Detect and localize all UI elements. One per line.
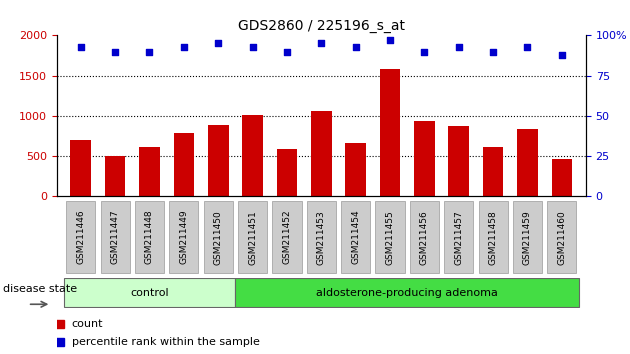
FancyBboxPatch shape bbox=[101, 201, 130, 273]
FancyBboxPatch shape bbox=[169, 201, 198, 273]
FancyBboxPatch shape bbox=[66, 201, 95, 273]
Point bbox=[76, 44, 86, 50]
Text: percentile rank within the sample: percentile rank within the sample bbox=[72, 337, 260, 348]
Text: GSM211446: GSM211446 bbox=[76, 210, 85, 264]
Text: GSM211450: GSM211450 bbox=[214, 210, 223, 264]
Bar bbox=[483, 147, 503, 196]
Text: GSM211455: GSM211455 bbox=[386, 210, 394, 264]
FancyBboxPatch shape bbox=[238, 201, 267, 273]
Text: GSM211457: GSM211457 bbox=[454, 210, 463, 264]
Bar bbox=[517, 129, 538, 196]
Point bbox=[488, 48, 498, 54]
Text: disease state: disease state bbox=[3, 284, 77, 295]
Text: GSM211454: GSM211454 bbox=[351, 210, 360, 264]
Point bbox=[420, 48, 430, 54]
Bar bbox=[345, 143, 366, 196]
FancyBboxPatch shape bbox=[547, 201, 576, 273]
Bar bbox=[173, 133, 194, 196]
Bar bbox=[449, 126, 469, 196]
Bar bbox=[208, 125, 229, 196]
Bar bbox=[551, 159, 572, 196]
FancyBboxPatch shape bbox=[375, 201, 404, 273]
Bar bbox=[71, 140, 91, 196]
Text: GSM211447: GSM211447 bbox=[111, 210, 120, 264]
Bar bbox=[105, 156, 125, 196]
Text: aldosterone-producing adenoma: aldosterone-producing adenoma bbox=[316, 288, 498, 298]
Text: control: control bbox=[130, 288, 169, 298]
Text: GSM211452: GSM211452 bbox=[282, 210, 292, 264]
Bar bbox=[311, 111, 331, 196]
Point bbox=[144, 48, 154, 54]
Point bbox=[179, 44, 189, 50]
Point bbox=[110, 48, 120, 54]
FancyBboxPatch shape bbox=[341, 201, 370, 273]
Bar bbox=[277, 149, 297, 196]
Text: GSM211453: GSM211453 bbox=[317, 210, 326, 264]
Title: GDS2860 / 225196_s_at: GDS2860 / 225196_s_at bbox=[238, 19, 405, 33]
Text: GSM211456: GSM211456 bbox=[420, 210, 429, 264]
FancyBboxPatch shape bbox=[203, 201, 233, 273]
FancyBboxPatch shape bbox=[410, 201, 439, 273]
Point bbox=[282, 48, 292, 54]
Bar bbox=[236, 279, 579, 307]
FancyBboxPatch shape bbox=[272, 201, 302, 273]
FancyBboxPatch shape bbox=[307, 201, 336, 273]
FancyBboxPatch shape bbox=[513, 201, 542, 273]
Point bbox=[454, 44, 464, 50]
Text: GSM211449: GSM211449 bbox=[180, 210, 188, 264]
FancyBboxPatch shape bbox=[479, 201, 508, 273]
FancyBboxPatch shape bbox=[135, 201, 164, 273]
Point bbox=[351, 44, 361, 50]
Bar bbox=[243, 115, 263, 196]
Bar bbox=[414, 121, 435, 196]
Bar bbox=[139, 147, 160, 196]
Text: GSM211460: GSM211460 bbox=[558, 210, 566, 264]
Point bbox=[213, 41, 223, 46]
Point bbox=[557, 52, 567, 58]
Text: GSM211448: GSM211448 bbox=[145, 210, 154, 264]
Point bbox=[248, 44, 258, 50]
Point bbox=[385, 38, 395, 43]
Point bbox=[316, 41, 326, 46]
Text: GSM211459: GSM211459 bbox=[523, 210, 532, 264]
Bar bbox=[64, 279, 236, 307]
Point bbox=[522, 44, 532, 50]
Text: GSM211458: GSM211458 bbox=[489, 210, 498, 264]
Text: count: count bbox=[72, 319, 103, 329]
Bar bbox=[380, 69, 400, 196]
FancyBboxPatch shape bbox=[444, 201, 473, 273]
Text: GSM211451: GSM211451 bbox=[248, 210, 257, 264]
